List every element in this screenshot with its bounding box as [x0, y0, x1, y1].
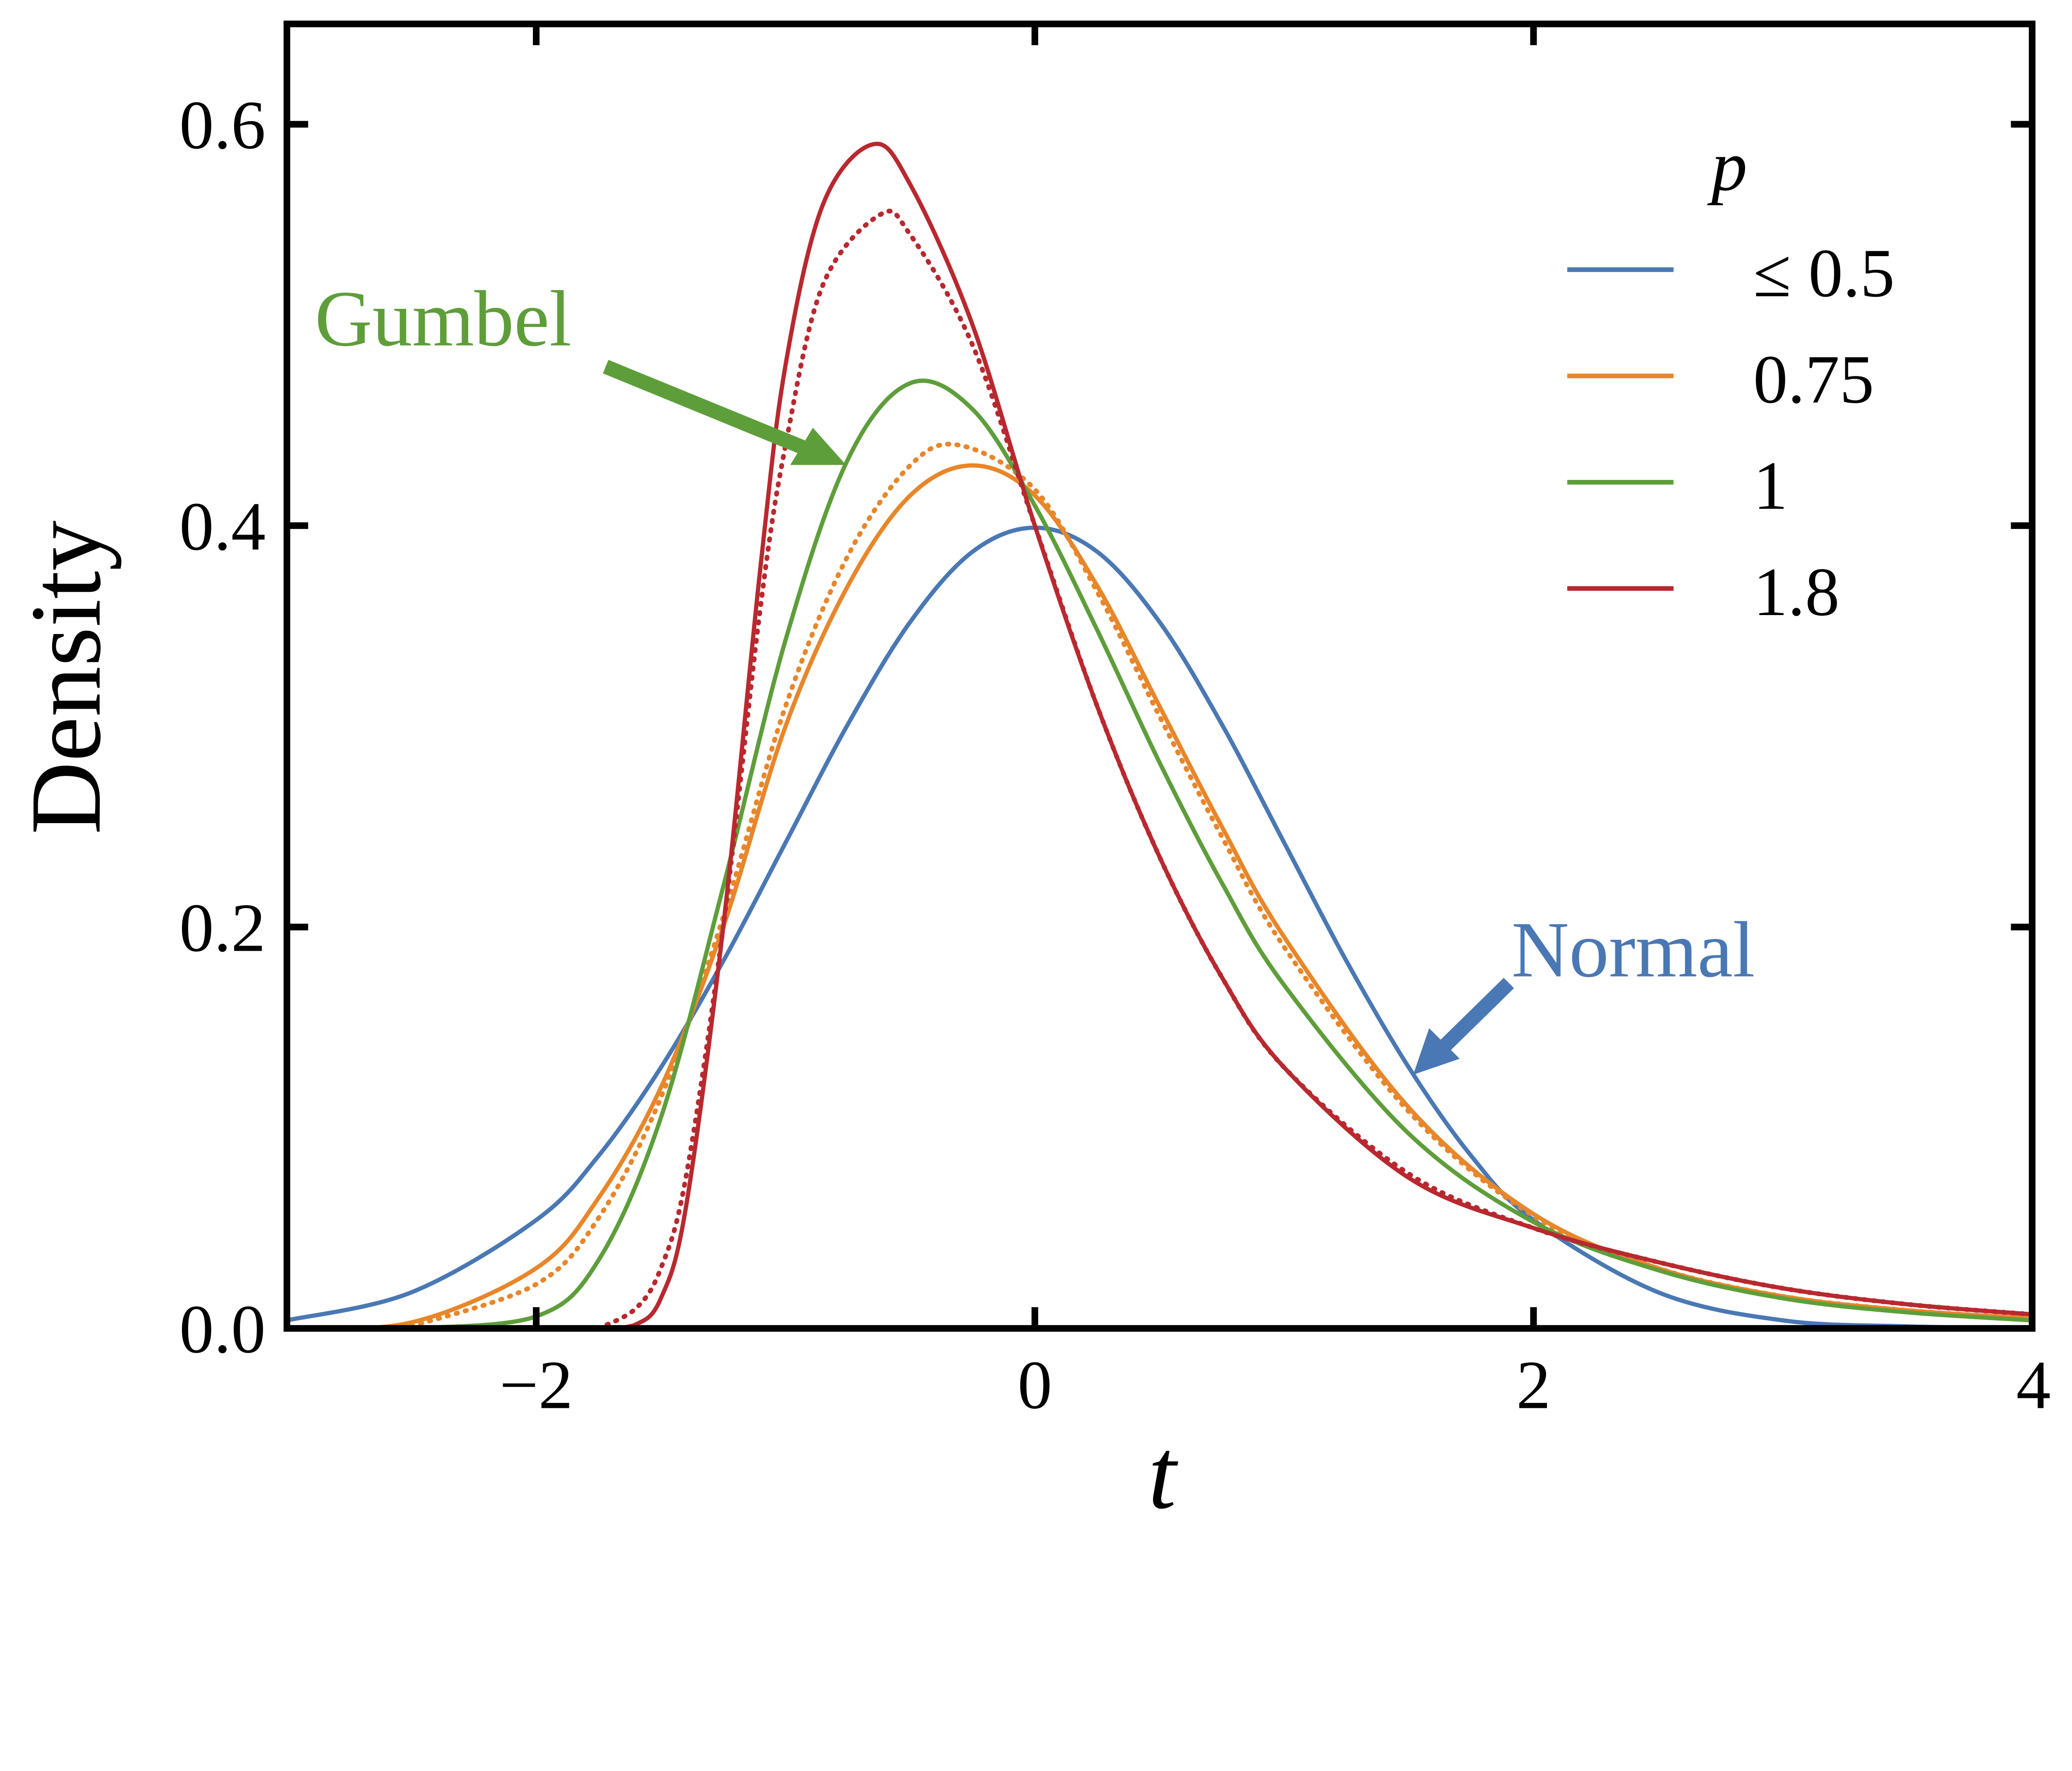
- legend: p ≤ 0.5 0.75 1 1.8: [1567, 126, 1895, 630]
- ticks: [287, 24, 2032, 1329]
- x-tick-label: 0: [1018, 1347, 1052, 1423]
- y-axis-label: Density: [10, 521, 121, 835]
- series-line-5-dotted: [596, 208, 2035, 1331]
- annotation-normal-text: Normal: [1511, 906, 1755, 994]
- tick-labels: −2 0 2 4 0.0 0.2 0.4 0.6: [179, 87, 2051, 1423]
- x-tick-label: 2: [1516, 1347, 1551, 1423]
- series-line-3: [411, 378, 2033, 1331]
- y-tick-label: 0.2: [179, 889, 266, 966]
- annotation-gumbel-text: Gumbel: [315, 274, 572, 363]
- plot-frame: [283, 20, 2036, 1332]
- x-tick-label: −2: [499, 1347, 573, 1423]
- legend-title: p: [1707, 126, 1748, 206]
- x-tick-label: 4: [2016, 1347, 2050, 1423]
- y-tick-label: 0.4: [179, 488, 266, 565]
- y-tick-label: 0.6: [179, 87, 266, 163]
- gumbel-arrow-shaft: [603, 360, 806, 455]
- gumbel-arrow-head: [790, 428, 846, 465]
- x-axis-label: t: [1148, 1418, 1179, 1530]
- legend-label: 1: [1753, 448, 1788, 524]
- series-line-2-dotted: [409, 441, 2035, 1329]
- series-line-0: [286, 525, 2032, 1331]
- annotation-normal: Normal: [1413, 906, 1755, 1075]
- density-chart: −2 0 2 4 0.0 0.2 0.4 0.6 t Density Gumbel Norma…: [10, 20, 2051, 1530]
- legend-label: 0.75: [1753, 341, 1874, 418]
- normal-arrow-shaft: [1436, 978, 1514, 1055]
- legend-entries: ≤ 0.5 0.75 1 1.8: [1567, 235, 1895, 630]
- curves: [286, 141, 2035, 1331]
- series-line-4: [598, 141, 2033, 1331]
- legend-label: 1.8: [1753, 554, 1840, 630]
- y-tick-label: 0.0: [179, 1291, 266, 1368]
- legend-label: ≤ 0.5: [1753, 235, 1895, 312]
- annotation-gumbel: Gumbel: [315, 274, 846, 465]
- normal-arrow-head: [1413, 1028, 1460, 1075]
